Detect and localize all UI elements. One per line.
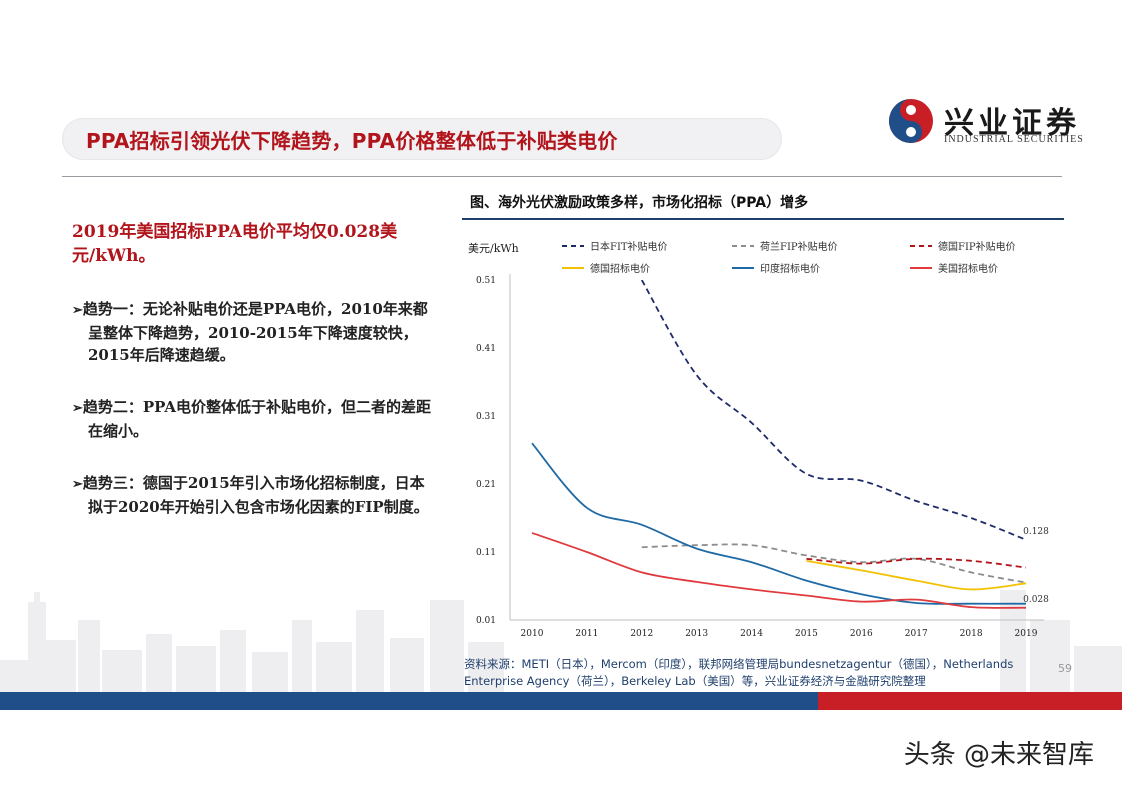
x-tick-label: 2013 — [685, 629, 708, 639]
y-tick-label: 0.11 — [476, 548, 496, 558]
figure-title: 图、海外光伏激励政策多样，市场化招标（PPA）增多 — [470, 195, 809, 211]
trend-bullet-1: ➢趋势一：无论补贴电价还是PPA电价，2010年来都呈整体下降趋势，2010-2… — [72, 298, 432, 366]
x-tick-label: 2010 — [521, 629, 544, 639]
legend-label: 美国招标电价 — [938, 262, 998, 275]
figure-title-rule — [462, 218, 1064, 220]
x-tick-label: 2017 — [905, 629, 928, 639]
x-tick-label: 2014 — [740, 629, 763, 639]
series-line-1 — [641, 543, 1027, 584]
logo-mark-icon — [889, 99, 933, 143]
legend-label: 荷兰FIP补贴电价 — [760, 240, 838, 253]
series-line-3 — [806, 559, 1027, 591]
price-line-chart: 美元/kWh 0.51 0.41 0.31 0.21 0.11 0.01 2010 2011 20… — [468, 240, 1049, 639]
trend-bullet-1-text: 趋势一：无论补贴电价还是PPA电价，2010年来都呈整体下降趋势，2010-20… — [82, 300, 428, 364]
x-tick-label: 2011 — [575, 629, 598, 639]
trend-bullet-3: ➢趋势三：德国于2015年引入市场化招标制度，日本拟于2020年开始引入包含市场… — [72, 472, 432, 518]
y-axis-label: 美元/kWh — [468, 242, 519, 255]
page-number: 59 — [1058, 662, 1072, 675]
footer-bar-red — [818, 692, 1122, 710]
series-line-4 — [531, 442, 1027, 605]
y-tick-label: 0.31 — [476, 412, 496, 422]
key-points-panel: 2019年美国招标PPA电价平均仅0.028美元/kWh。 ➢趋势一：无论补贴电… — [72, 220, 432, 518]
trend-bullet-2-text: 趋势二：PPA电价整体低于补贴电价，但二者的差距在缩小。 — [82, 398, 432, 440]
x-tick-label: 2015 — [795, 629, 818, 639]
watermark-text: 头条 @未来智库 — [903, 740, 1094, 770]
x-tick-label: 2019 — [1015, 629, 1038, 639]
series-line-2 — [806, 557, 1027, 569]
y-tick-label: 0.01 — [476, 616, 496, 626]
x-tick-label: 2016 — [850, 629, 873, 639]
y-tick-label: 0.21 — [476, 480, 496, 490]
series-line-5 — [531, 532, 1027, 609]
trend-bullet-3-text: 趋势三：德国于2015年引入市场化招标制度，日本拟于2020年开始引入包含市场化… — [82, 474, 429, 516]
data-label: 0.128 — [1023, 527, 1049, 537]
series-line-0 — [640, 280, 1027, 541]
logo-name-cn: 兴业证券 — [944, 106, 1080, 141]
footer-bar-blue — [0, 692, 818, 710]
x-tick-label: 2018 — [960, 629, 983, 639]
bullet-arrow-icon: ➢ — [72, 303, 83, 318]
title-divider — [62, 176, 1062, 177]
city-skyline-decoration — [0, 590, 1122, 692]
slide-title: PPA招标引领光伏下降趋势，PPA价格整体低于补贴类电价 — [86, 129, 618, 153]
company-logo: 兴业证券 INDUSTRIAL SECURITIES — [886, 96, 1116, 152]
data-label: 0.028 — [1023, 595, 1049, 605]
legend-label: 日本FIT补贴电价 — [590, 240, 668, 253]
bullet-arrow-icon: ➢ — [72, 477, 83, 492]
logo-name-en: INDUSTRIAL SECURITIES — [944, 134, 1084, 145]
figure-source: 资料来源：METI（日本），Mercom（印度），联邦网络管理局bundesne… — [464, 657, 1014, 688]
y-tick-label: 0.41 — [476, 344, 496, 354]
legend-label: 德国FIP补贴电价 — [938, 240, 1016, 253]
headline: 2019年美国招标PPA电价平均仅0.028美元/kWh。 — [72, 222, 398, 266]
legend-label: 德国招标电价 — [590, 262, 650, 275]
title-banner — [62, 118, 782, 160]
bullet-arrow-icon: ➢ — [72, 401, 83, 416]
slide: PPA招标引领光伏下降趋势，PPA价格整体低于补贴类电价 兴业证券 INDUST… — [0, 96, 1122, 692]
legend-label: 印度招标电价 — [760, 262, 820, 275]
y-tick-label: 0.51 — [476, 276, 496, 286]
trend-bullet-2: ➢趋势二：PPA电价整体低于补贴电价，但二者的差距在缩小。 — [72, 396, 432, 442]
x-tick-label: 2012 — [630, 629, 653, 639]
